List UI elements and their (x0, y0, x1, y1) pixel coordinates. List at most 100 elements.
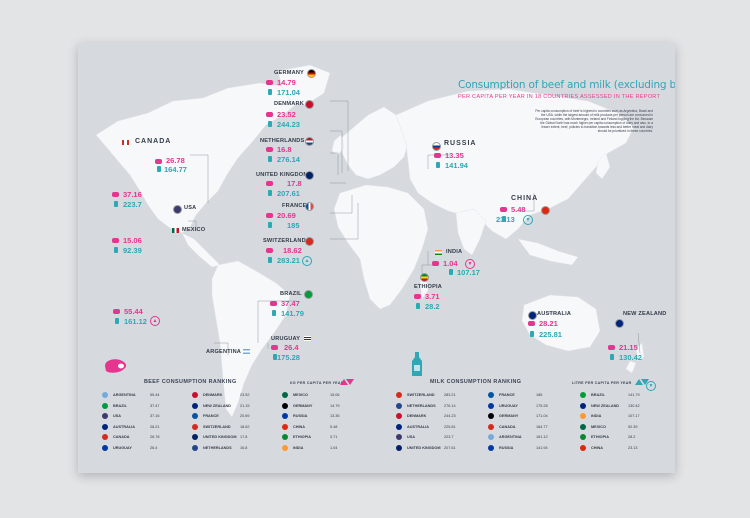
country-value: 37.47 (150, 403, 160, 408)
country-flag-icon (396, 392, 402, 398)
table-row: INDIA 1.04 (282, 445, 352, 452)
milk-icon (268, 121, 272, 127)
flag-switzerland-icon (305, 237, 314, 246)
country-flag-icon (580, 413, 586, 420)
country-value: 26.4 (150, 446, 158, 450)
country-value: 5.48 (330, 424, 338, 429)
milk-icon (268, 89, 272, 95)
table-row: GERMANY 171.04 (488, 413, 558, 420)
flag-australia-icon (528, 311, 537, 320)
flag-russia-icon (432, 142, 441, 151)
europe-landmass (339, 106, 409, 180)
country-value: 28.2 (628, 435, 636, 440)
beef-icon (432, 261, 439, 266)
central-america-landmass (181, 232, 221, 268)
milk-icon (530, 331, 534, 337)
milk-icon (114, 247, 118, 253)
country-flag-icon (396, 445, 402, 451)
milk-icon (114, 201, 118, 207)
beef-icon (434, 153, 441, 158)
flag-germany-icon (307, 69, 316, 78)
triangle-up-icon (340, 379, 348, 385)
country-name: AUSTRALIA (407, 424, 429, 429)
country-name: MEXICO (591, 424, 606, 429)
country-flag-icon (102, 423, 108, 430)
country-flag-icon (282, 445, 288, 451)
milk-icon (436, 162, 440, 168)
country-value: 175.28 (536, 403, 548, 408)
india-landmass (455, 208, 487, 256)
triangle-up-icon (635, 379, 643, 385)
beef-icon (112, 192, 119, 197)
table-row: CHINA 23.13 (580, 445, 650, 452)
country-flag-icon (102, 413, 108, 420)
table-row: SWITZERLAND 283.21 (396, 392, 466, 399)
country-flag-icon (396, 434, 402, 441)
milk-bottle-icon (412, 352, 422, 376)
country-value: 244.23 (444, 414, 456, 419)
page-subtitle: PER CAPITA PER YEAR IN 18 COUNTRIES ASSE… (458, 94, 661, 100)
country-value: 164.77 (536, 424, 548, 429)
table-row: RUSSIA 141.94 (488, 445, 558, 452)
triangle-down-icon: ▼ (523, 215, 533, 225)
country-value: 107.17 (628, 414, 640, 419)
country-name: INDIA (293, 446, 304, 450)
country-flag-icon (488, 402, 494, 409)
beef-icon (266, 248, 273, 253)
country-value: 130.42 (628, 403, 640, 408)
country-flag-icon (488, 423, 494, 430)
beef-icon (608, 345, 615, 350)
south-america-landmass (211, 260, 291, 418)
country-value: 171.04 (536, 414, 548, 419)
country-name: URUGUAY (113, 446, 132, 450)
country-flag-icon (488, 392, 494, 398)
country-name: AUSTRALIA (113, 424, 135, 429)
table-row: BRAZIL 141.79 (580, 392, 650, 399)
country-name: GERMANY (499, 414, 519, 419)
milk-icon (416, 303, 420, 309)
country-value: 223.7 (444, 435, 454, 440)
table-row: AUSTRALIA 28.21 (102, 423, 172, 431)
flag-new-zealand-icon (615, 319, 624, 328)
country-flag-icon (192, 445, 198, 451)
triangle-up-icon: ▲ (150, 316, 160, 326)
country-value: 18.62 (240, 424, 250, 429)
new-zealand-landmass (625, 342, 645, 374)
country-value: 161.12 (536, 435, 548, 440)
country-flag-icon (580, 434, 586, 441)
country-value: 13.35 (330, 414, 340, 419)
milk-ranking-title: MILK CONSUMPTION RANKING (430, 379, 522, 385)
country-flag-icon (580, 392, 586, 398)
country-flag-icon (488, 445, 494, 451)
country-value: 17.8 (240, 435, 248, 440)
description-text: Per capita consumption of beef is highes… (535, 109, 653, 133)
flag-ethiopia-icon (420, 273, 429, 282)
table-row: BRAZIL 37.47 (102, 402, 172, 410)
milk-icon (268, 156, 272, 162)
flag-brazil-icon (304, 290, 313, 299)
africa-landmass (333, 184, 429, 310)
country-value: 55.44 (150, 393, 160, 397)
country-value: 28.21 (150, 424, 160, 429)
country-flag-icon (396, 423, 402, 430)
table-row: UNITED KINGDOM 17.8 (192, 434, 262, 441)
country-value: 20.69 (240, 414, 250, 419)
japan-landmass (595, 152, 611, 180)
country-name: NETHERLANDS (407, 403, 436, 408)
table-row: FRANCE 20.69 (192, 413, 262, 420)
table-row: ETHIOPIA 3.71 (282, 434, 352, 441)
country-name: NEW ZEALAND (591, 403, 620, 408)
beef-ranking-unit: KG PER CAPITA PER YEAR (290, 381, 344, 385)
country-value: 23.13 (628, 446, 638, 450)
table-row: NEW ZEALAND 21.15 (192, 402, 262, 410)
country-flag-icon (282, 413, 288, 420)
table-row: URUGUAY 26.4 (102, 445, 172, 452)
country-name: ARGENTINA (499, 435, 522, 440)
country-name: UNITED KINGDOM (407, 446, 441, 450)
beef-ranking-title: BEEF CONSUMPTION RANKING (144, 379, 237, 385)
country-name: CANADA (113, 435, 130, 440)
table-row: GERMANY 14.79 (282, 402, 352, 410)
country-name: RUSSIA (293, 414, 308, 419)
country-name: CANADA (499, 424, 516, 429)
table-row: MEXICO 15.06 (282, 392, 352, 399)
